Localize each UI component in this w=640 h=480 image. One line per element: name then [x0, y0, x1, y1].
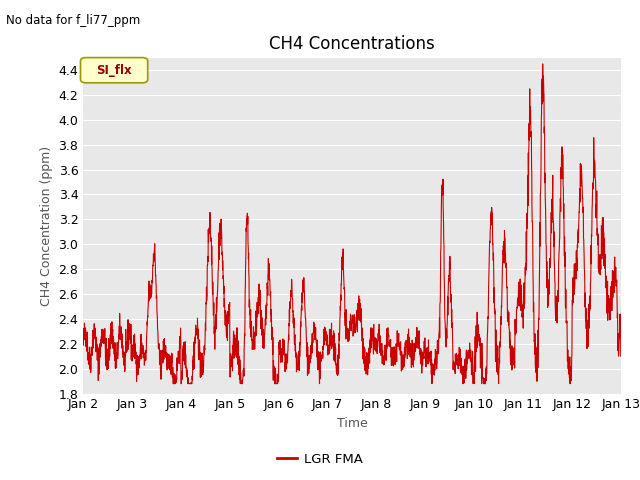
FancyBboxPatch shape [81, 58, 148, 83]
Text: SI_flx: SI_flx [96, 63, 132, 76]
X-axis label: Time: Time [337, 417, 367, 430]
Title: CH4 Concentrations: CH4 Concentrations [269, 35, 435, 53]
Text: No data for f_li77_ppm: No data for f_li77_ppm [6, 14, 141, 27]
Legend: LGR FMA: LGR FMA [272, 447, 368, 471]
Y-axis label: CH4 Concentration (ppm): CH4 Concentration (ppm) [40, 145, 53, 306]
